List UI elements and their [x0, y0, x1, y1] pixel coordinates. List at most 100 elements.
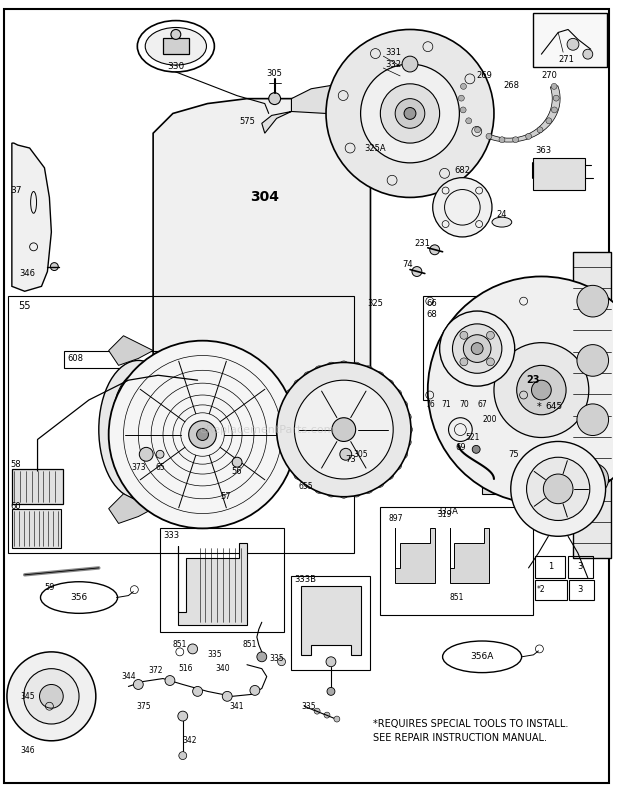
Text: 58: 58 — [10, 459, 20, 469]
Polygon shape — [573, 252, 611, 558]
Circle shape — [165, 676, 175, 685]
Circle shape — [486, 133, 492, 139]
Text: 897: 897 — [388, 514, 403, 523]
Circle shape — [474, 127, 480, 133]
Circle shape — [526, 133, 531, 139]
Text: 375: 375 — [136, 702, 151, 710]
Circle shape — [531, 380, 551, 400]
Circle shape — [433, 177, 492, 237]
Circle shape — [326, 29, 494, 197]
Polygon shape — [508, 434, 539, 500]
Circle shape — [133, 680, 143, 689]
Text: 75: 75 — [508, 450, 519, 459]
Text: 682: 682 — [454, 166, 471, 175]
Circle shape — [108, 341, 296, 528]
Text: 335: 335 — [208, 650, 222, 659]
Circle shape — [472, 445, 480, 453]
Circle shape — [7, 652, 96, 741]
Text: 24: 24 — [497, 210, 507, 219]
Circle shape — [577, 345, 609, 376]
Text: 645: 645 — [546, 402, 562, 411]
Circle shape — [327, 488, 335, 497]
Text: *2: *2 — [536, 585, 545, 594]
Circle shape — [188, 644, 198, 654]
Circle shape — [332, 417, 356, 441]
Text: 333: 333 — [163, 531, 179, 540]
Polygon shape — [529, 280, 556, 345]
Circle shape — [314, 708, 320, 714]
Text: 340: 340 — [215, 664, 229, 673]
Bar — [306, 459, 321, 481]
Circle shape — [537, 127, 543, 133]
Text: 335: 335 — [301, 702, 316, 710]
Text: 341: 341 — [230, 702, 244, 710]
Circle shape — [487, 358, 494, 366]
Circle shape — [352, 488, 361, 497]
Text: eReplacementParts.com: eReplacementParts.com — [199, 425, 335, 435]
Text: 71: 71 — [441, 401, 451, 409]
Text: 331: 331 — [385, 48, 401, 57]
Polygon shape — [516, 489, 566, 508]
Circle shape — [178, 711, 188, 721]
Text: 3: 3 — [577, 562, 583, 571]
Circle shape — [24, 668, 79, 724]
Circle shape — [339, 489, 348, 498]
Circle shape — [460, 358, 468, 366]
Polygon shape — [108, 336, 153, 365]
Polygon shape — [542, 434, 571, 501]
Circle shape — [494, 343, 589, 437]
Ellipse shape — [145, 28, 206, 65]
Polygon shape — [458, 86, 560, 142]
Text: 76: 76 — [425, 401, 435, 409]
Bar — [12, 469, 63, 504]
Circle shape — [188, 421, 216, 448]
Circle shape — [277, 363, 411, 497]
Circle shape — [352, 362, 361, 371]
Circle shape — [223, 691, 232, 701]
Circle shape — [380, 84, 440, 143]
Text: 305: 305 — [353, 450, 368, 459]
Polygon shape — [450, 528, 489, 583]
Polygon shape — [262, 84, 356, 133]
Circle shape — [404, 108, 416, 120]
Circle shape — [511, 441, 606, 536]
Circle shape — [466, 118, 472, 124]
Text: 346: 346 — [20, 746, 35, 755]
Text: 59: 59 — [44, 583, 55, 592]
Polygon shape — [582, 406, 620, 448]
Bar — [45, 689, 66, 695]
Circle shape — [404, 425, 412, 434]
Bar — [569, 580, 594, 600]
Circle shape — [385, 379, 394, 389]
Text: 270: 270 — [541, 71, 557, 81]
Circle shape — [364, 366, 373, 375]
Text: 74: 74 — [403, 260, 414, 269]
Circle shape — [551, 83, 557, 89]
Text: 333A: 333A — [436, 507, 458, 516]
Circle shape — [458, 95, 464, 101]
Text: 344: 344 — [121, 672, 136, 681]
Text: 325A: 325A — [365, 143, 386, 153]
Polygon shape — [395, 528, 435, 583]
Circle shape — [294, 380, 393, 479]
Circle shape — [326, 657, 336, 667]
Bar — [64, 351, 193, 368]
Polygon shape — [476, 429, 523, 492]
Circle shape — [399, 401, 407, 409]
Bar — [533, 158, 585, 189]
Polygon shape — [443, 318, 505, 368]
Circle shape — [471, 343, 483, 355]
Circle shape — [232, 457, 242, 467]
Text: *REQUIRES SPECIAL TOOLS TO INSTALL.: *REQUIRES SPECIAL TOOLS TO INSTALL. — [373, 719, 569, 729]
Text: 23: 23 — [527, 375, 540, 385]
Circle shape — [324, 712, 330, 718]
Circle shape — [461, 83, 466, 89]
Text: 346: 346 — [20, 269, 36, 278]
Text: 332: 332 — [385, 59, 401, 69]
Bar — [533, 395, 620, 425]
Text: 269: 269 — [476, 71, 492, 81]
Text: 345: 345 — [20, 692, 35, 701]
Circle shape — [140, 447, 153, 461]
Polygon shape — [153, 99, 371, 455]
Polygon shape — [559, 429, 604, 493]
